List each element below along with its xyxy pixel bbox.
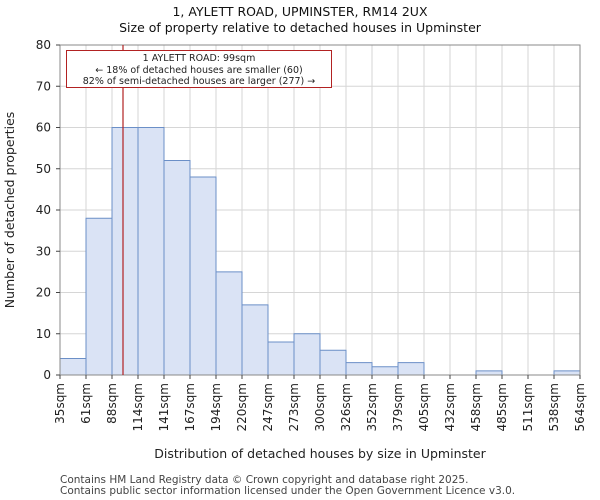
- y-tick-label: 70: [36, 79, 51, 93]
- x-tick-label: 273sqm: [287, 383, 301, 431]
- x-tick-label: 326sqm: [339, 383, 353, 431]
- histogram-bar: [397, 362, 425, 376]
- histogram-bar: [319, 349, 347, 376]
- histogram-bar: [215, 271, 243, 376]
- footer-licence: Contains public sector information licen…: [60, 485, 516, 497]
- y-tick-label: 0: [43, 368, 51, 382]
- histogram-bar: [553, 370, 581, 376]
- annotation-smaller-label: ← 18% of detached houses are smaller (60…: [95, 64, 303, 76]
- x-tick-label: 458sqm: [469, 383, 483, 431]
- x-tick-label: 167sqm: [183, 383, 197, 431]
- x-tick-label: 405sqm: [417, 383, 431, 431]
- x-tick-label: 538sqm: [547, 383, 561, 431]
- x-tick-label: 564sqm: [573, 383, 587, 431]
- annotation-larger-label: 82% of semi-detached houses are larger (…: [82, 76, 316, 87]
- x-tick-label: 379sqm: [391, 383, 405, 431]
- property-annotation-box: 1 AYLETT ROAD: 99sqm ← 18% of detached h…: [66, 50, 332, 88]
- x-tick-label: 194sqm: [209, 383, 223, 431]
- x-tick-label: 61sqm: [79, 383, 93, 424]
- histogram-bar: [189, 176, 217, 376]
- histogram-bar: [371, 366, 399, 376]
- x-tick-label: 88sqm: [105, 383, 119, 424]
- x-tick-label: 247sqm: [261, 383, 275, 431]
- histogram-bar: [59, 358, 87, 376]
- x-tick-label: 352sqm: [365, 383, 379, 431]
- x-tick-label: 35sqm: [53, 383, 67, 424]
- histogram-bar: [111, 127, 139, 376]
- histogram-bar: [85, 217, 113, 376]
- y-tick-label: 80: [36, 38, 51, 52]
- x-axis-label: Distribution of detached houses by size …: [154, 446, 486, 461]
- histogram-bar: [475, 370, 503, 376]
- histogram-bar: [267, 341, 295, 376]
- histogram-bar: [345, 362, 373, 376]
- x-tick-label: 485sqm: [495, 383, 509, 431]
- x-tick-label: 511sqm: [521, 383, 535, 431]
- x-tick-label: 220sqm: [235, 383, 249, 431]
- annotation-property-label: 1 AYLETT ROAD: 99sqm: [142, 53, 256, 64]
- x-tick-label: 432sqm: [443, 383, 457, 431]
- footer-copyright: Contains HM Land Registry data © Crown c…: [60, 474, 469, 486]
- y-axis-label: Number of detached properties: [2, 112, 17, 309]
- y-tick-label: 40: [36, 203, 51, 217]
- x-tick-label: 114sqm: [131, 383, 145, 431]
- chart-subtitle: Size of property relative to detached ho…: [119, 20, 481, 35]
- histogram-bar: [163, 160, 191, 376]
- y-tick-label: 60: [36, 121, 51, 135]
- histogram-bar: [241, 304, 269, 376]
- x-tick-label: 141sqm: [157, 383, 171, 431]
- x-tick-label: 300sqm: [313, 383, 327, 431]
- histogram-bar: [137, 127, 165, 376]
- y-tick-label: 50: [36, 162, 51, 176]
- y-tick-label: 30: [36, 244, 51, 258]
- y-tick-label: 20: [36, 286, 51, 300]
- histogram-bar: [293, 333, 321, 376]
- y-tick-label: 10: [36, 327, 51, 341]
- chart-title: 1, AYLETT ROAD, UPMINSTER, RM14 2UX: [172, 4, 428, 19]
